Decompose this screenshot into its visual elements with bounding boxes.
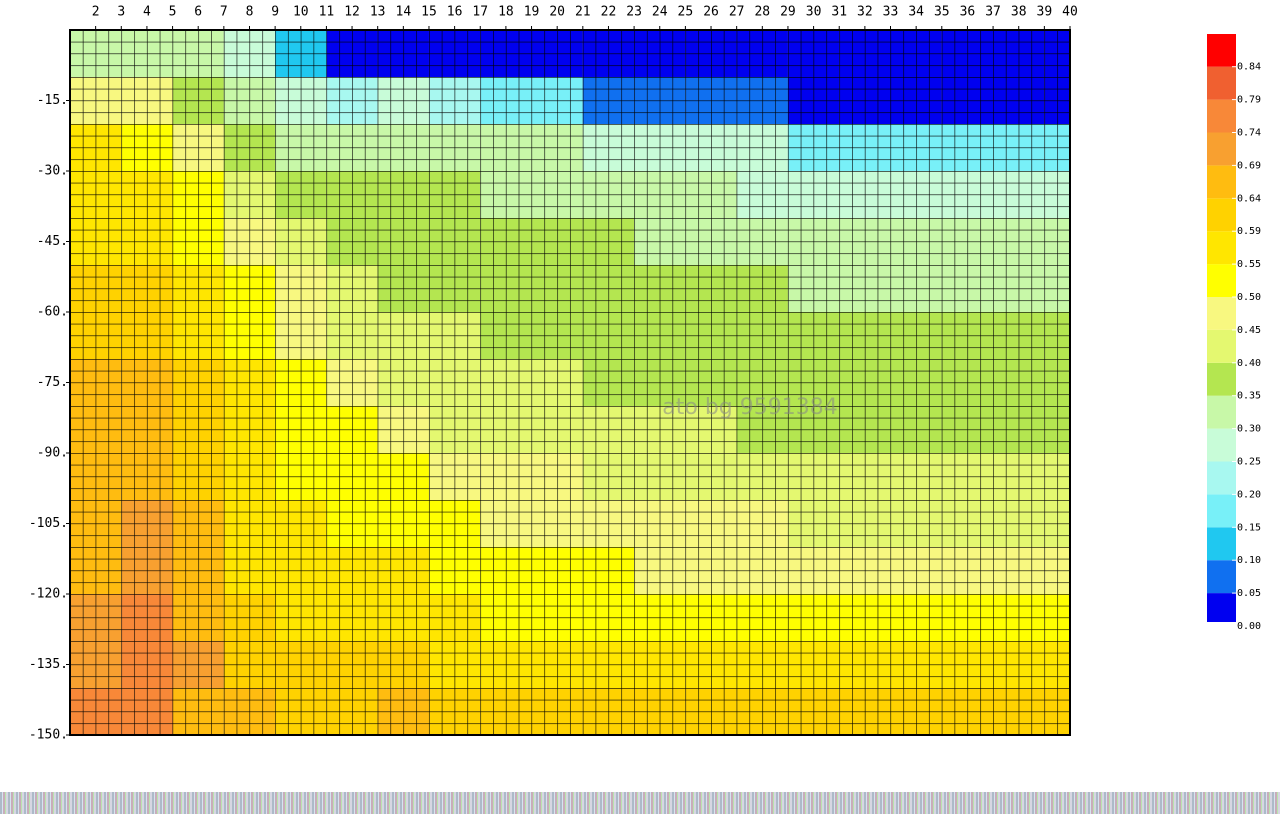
colorbar-label: 0.50 [1237, 292, 1261, 303]
x-tick-label: 14 [396, 5, 412, 20]
x-tick-label: 23 [626, 5, 642, 20]
colorbar-label: 0.64 [1237, 193, 1261, 204]
x-tick-label: 2 [92, 5, 100, 20]
x-tick-label: 5 [169, 5, 177, 20]
y-tick-label: -15. [37, 93, 68, 108]
y-tick-label: -45. [37, 234, 68, 249]
y-tick-label: -75. [37, 375, 68, 390]
colorbar-box [1207, 494, 1236, 528]
x-tick-label: 31 [831, 5, 847, 20]
x-tick-label: 8 [246, 5, 254, 20]
colorbar-label: 0.40 [1237, 358, 1261, 369]
y-tick-label: -150. [29, 728, 68, 743]
colorbar-label: 0.79 [1237, 95, 1261, 106]
x-tick-label: 21 [575, 5, 591, 20]
colorbar-box [1207, 34, 1236, 67]
x-tick-label: 33 [883, 5, 899, 20]
x-tick-label: 20 [549, 5, 565, 20]
y-tick-label: -120. [29, 587, 68, 602]
x-tick-label: 24 [652, 5, 668, 20]
colorbar-label: 0.59 [1237, 226, 1261, 237]
x-tick-label: 40 [1062, 5, 1078, 20]
x-tick-label: 36 [960, 5, 976, 20]
x-tick-label: 3 [117, 5, 125, 20]
x-tick-label: 10 [293, 5, 309, 20]
colorbar-label: 0.74 [1237, 128, 1261, 139]
colorbar-box [1207, 132, 1236, 166]
colorbar-label: 0.25 [1237, 457, 1261, 468]
colorbar-label: 0.10 [1237, 555, 1261, 566]
y-tick-label: -135. [29, 657, 68, 672]
y-tick-label: -60. [37, 305, 68, 320]
chart: ato bg 9591384 2 3 4 5 6 7 8 9 10 11 12 13 14 15 16 17 1… [29, 5, 1261, 743]
colorbar-label: 0.30 [1237, 424, 1261, 435]
x-tick-label: 37 [985, 5, 1001, 20]
x-tick-label: 15 [421, 5, 437, 20]
colorbar-label: 0.55 [1237, 259, 1261, 270]
colorbar-box [1207, 99, 1236, 133]
x-tick-label: 4 [143, 5, 151, 20]
colorbar-box [1207, 297, 1236, 330]
x-tick-label: 9 [271, 5, 279, 20]
x-tick-label: 17 [472, 5, 488, 20]
x-tick-label: 39 [1037, 5, 1053, 20]
x-tick-label: 16 [447, 5, 463, 20]
x-tick-label: 38 [1011, 5, 1027, 20]
colorbar-label: 0.35 [1237, 391, 1261, 402]
x-tick-label: 26 [703, 5, 719, 20]
x-tick-label: 18 [498, 5, 514, 20]
colorbar-box [1207, 560, 1236, 594]
noise-band [0, 792, 1280, 814]
x-tick-label: 7 [220, 5, 228, 20]
x-tick-label: 28 [754, 5, 770, 20]
x-tick-label: 35 [934, 5, 950, 20]
x-tick-label: 22 [601, 5, 617, 20]
x-tick-label: 27 [729, 5, 745, 20]
watermark: ato bg 9591384 [662, 395, 837, 420]
colorbar-box [1207, 461, 1236, 495]
colorbar-label: 0.20 [1237, 489, 1261, 500]
x-tick-label: 12 [344, 5, 360, 20]
x-tick-label: 25 [678, 5, 694, 20]
colorbar-box [1207, 264, 1236, 297]
x-tick-label: 32 [857, 5, 873, 20]
colorbar-label: 0.69 [1237, 160, 1261, 171]
colorbar-box [1207, 527, 1236, 561]
colorbar-box [1207, 231, 1236, 265]
mesh [70, 30, 1070, 735]
colorbar-box [1207, 593, 1236, 622]
x-tick-label: 13 [370, 5, 386, 20]
colorbar-label: 0.15 [1237, 522, 1261, 533]
x-tick-label: 19 [524, 5, 540, 20]
colorbar-label: 0.84 [1237, 62, 1261, 73]
x-tick-label: 29 [780, 5, 796, 20]
x-tick-label: 6 [194, 5, 202, 20]
y-tick-label: -105. [29, 516, 68, 531]
x-tick-label: 34 [908, 5, 924, 20]
x-tick-label: 11 [319, 5, 335, 20]
colorbar-box [1207, 198, 1236, 232]
colorbar-box [1207, 165, 1236, 199]
colorbar-label: 0.45 [1237, 325, 1261, 336]
colorbar-label: 0.00 [1237, 621, 1261, 632]
colorbar-box [1207, 362, 1236, 396]
y-tick-label: -90. [37, 446, 68, 461]
y-tick-label: -30. [37, 164, 68, 179]
colorbar-box [1207, 329, 1236, 363]
x-tick-label: 30 [806, 5, 822, 20]
colorbar-box [1207, 428, 1236, 462]
colorbar-box [1207, 395, 1236, 429]
colorbar-box [1207, 66, 1236, 100]
colorbar-label: 0.05 [1237, 588, 1261, 599]
